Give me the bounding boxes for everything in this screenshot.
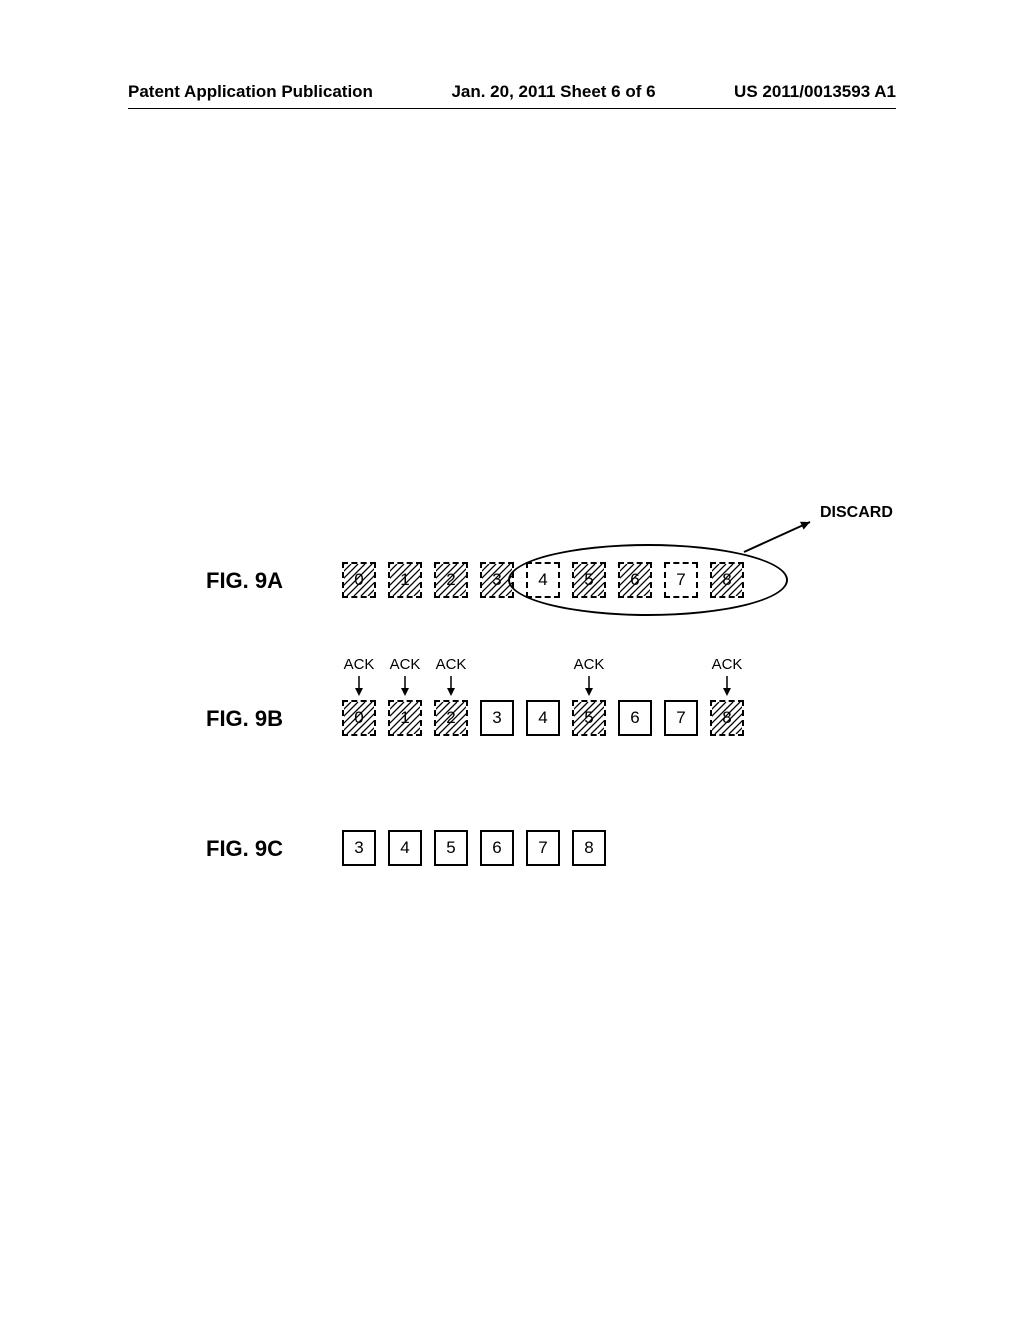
packet-number: 8 (722, 570, 731, 590)
header-left: Patent Application Publication (128, 82, 373, 102)
packet-box: 7 (526, 830, 560, 866)
packet-number: 2 (446, 570, 455, 590)
packet-number: 3 (492, 570, 501, 590)
packet-box: 0 (342, 562, 376, 598)
packet-number: 6 (630, 570, 639, 590)
ack-label: ACK (431, 656, 471, 673)
ack-arrow (710, 676, 744, 698)
packet-number: 3 (492, 708, 501, 728)
packet-number: 5 (584, 708, 593, 728)
packet-number: 1 (400, 708, 409, 728)
packet-box: 1 (388, 562, 422, 598)
page-header: Patent Application Publication Jan. 20, … (0, 82, 1024, 102)
packet-box: 7 (664, 700, 698, 736)
packet-number: 5 (446, 838, 455, 858)
packet-number: 7 (676, 570, 685, 590)
packet-number: 1 (400, 570, 409, 590)
packet-box: 2 (434, 562, 468, 598)
discard-label: DISCARD (820, 504, 893, 522)
figure-9b-label: FIG. 9B (206, 706, 283, 732)
packet-number: 8 (584, 838, 593, 858)
ack-arrow (388, 676, 422, 698)
ack-label: ACK (707, 656, 747, 673)
header-rule (128, 108, 896, 109)
packet-box: 4 (388, 830, 422, 866)
packet-box: 6 (480, 830, 514, 866)
discard-arrow (0, 562, 1, 563)
packet-number: 7 (538, 838, 547, 858)
packet-box: 3 (480, 700, 514, 736)
packet-box: 6 (618, 700, 652, 736)
packet-box: 8 (572, 830, 606, 866)
ack-arrow (342, 676, 376, 698)
discard-ellipse (508, 544, 788, 616)
packet-number: 7 (676, 708, 685, 728)
packet-number: 2 (446, 708, 455, 728)
packet-box: 1 (388, 700, 422, 736)
packet-number: 5 (584, 570, 593, 590)
packet-number: 8 (722, 708, 731, 728)
packet-box: 5 (434, 830, 468, 866)
ack-arrow (434, 676, 468, 698)
ack-label: ACK (385, 656, 425, 673)
ack-label: ACK (339, 656, 379, 673)
ack-arrow (572, 676, 606, 698)
figure-9a-label: FIG. 9A (206, 568, 283, 594)
figure-9c-label: FIG. 9C (206, 836, 283, 862)
packet-number: 4 (400, 838, 409, 858)
packet-number: 6 (630, 708, 639, 728)
packet-number: 6 (492, 838, 501, 858)
packet-box: 4 (526, 700, 560, 736)
packet-number: 4 (538, 708, 547, 728)
header-right: US 2011/0013593 A1 (734, 82, 896, 102)
packet-number: 0 (354, 570, 363, 590)
packet-box: 8 (710, 700, 744, 736)
ack-label: ACK (569, 656, 609, 673)
header-center: Jan. 20, 2011 Sheet 6 of 6 (373, 82, 734, 102)
figure-9b-boxes: 0 1 2 3 4 5 6 7 8 (342, 700, 744, 736)
packet-box: 5 (572, 700, 606, 736)
packet-number: 3 (354, 838, 363, 858)
packet-box: 3 (342, 830, 376, 866)
packet-number: 0 (354, 708, 363, 728)
packet-box: 2 (434, 700, 468, 736)
figure-9c-boxes: 3 4 5 6 7 8 (342, 830, 606, 866)
packet-number: 4 (538, 570, 547, 590)
packet-box: 0 (342, 700, 376, 736)
